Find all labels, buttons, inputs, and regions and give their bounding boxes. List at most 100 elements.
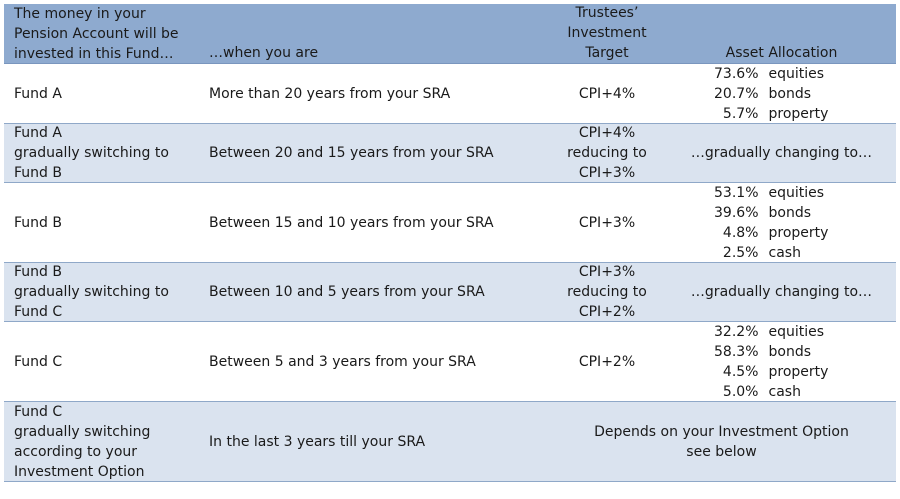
allocation-asset: bonds — [768, 343, 812, 360]
allocation-asset: equities — [768, 323, 825, 340]
allocation-cell: 32.2% equities 58.3% bonds 4.5% property 5.… — [667, 322, 896, 401]
target-cell: CPI+2% — [547, 322, 667, 401]
header-target: Trustees’ Investment Target — [547, 4, 667, 63]
allocation-pct: 73.6% — [714, 65, 759, 82]
allocation-pct: 5.7% — [722, 105, 759, 122]
target-cell: CPI+3% — [547, 183, 667, 262]
allocation-asset: bonds — [768, 204, 812, 221]
allocation-line: 53.1% equities — [697, 183, 867, 203]
allocation-pct: 58.3% — [714, 343, 759, 360]
target-line: CPI+4% — [578, 85, 636, 102]
target-line: CPI+2% — [578, 353, 636, 370]
allocation-asset: equities — [768, 65, 825, 82]
fund-allocation-table: The money in your Pension Account will b… — [4, 4, 896, 482]
when-text: More than 20 years from your SRA — [209, 85, 451, 102]
target-line: reducing to — [567, 284, 647, 300]
allocation-line: 2.5% cash — [697, 243, 867, 263]
target-line: CPI+3% — [578, 214, 636, 231]
allocation-pct: 53.1% — [714, 184, 759, 201]
fund-line: Fund A — [14, 85, 62, 102]
target-line: reducing to — [567, 145, 647, 161]
fund-line: Fund C — [14, 353, 63, 370]
header-fund-line: The money in your — [14, 6, 146, 22]
allocation-pct: 5.0% — [722, 383, 759, 400]
header-when: …when you are — [199, 4, 547, 63]
fund-cell: Fund B gradually switching to Fund C — [4, 263, 199, 321]
header-target-line: Investment — [567, 25, 647, 41]
header-target-line: Trustees’ — [575, 5, 639, 21]
fund-line: Fund B — [14, 165, 62, 181]
target-cell: CPI+3% reducing to CPI+2% — [547, 263, 667, 321]
fund-cell: Fund C gradually switching according to … — [4, 402, 199, 481]
when-cell: Between 20 and 15 years from your SRA — [199, 124, 547, 182]
table-row: Fund A gradually switching to Fund B Bet… — [4, 124, 896, 183]
target-line: CPI+2% — [578, 304, 636, 320]
allocation-line: 4.5% property — [697, 362, 867, 382]
allocation-pct: 32.2% — [714, 323, 759, 340]
table-row: Fund B Between 15 and 10 years from your… — [4, 183, 896, 263]
fund-line: gradually switching to — [14, 145, 169, 161]
when-text: Between 15 and 10 years from your SRA — [209, 214, 494, 231]
allocation-line: 73.6% equities — [697, 64, 867, 84]
table-row: Fund A More than 20 years from your SRA … — [4, 64, 896, 124]
allocation-line: 5.0% cash — [697, 382, 867, 402]
allocation-line: 4.8% property — [697, 223, 867, 243]
fund-line: Fund C — [14, 304, 63, 320]
allocation-asset: property — [768, 363, 829, 380]
when-text: Between 5 and 3 years from your SRA — [209, 353, 476, 370]
allocation-pct: 39.6% — [714, 204, 759, 221]
when-cell: Between 5 and 3 years from your SRA — [199, 322, 547, 401]
combined-target-allocation-cell: Depends on your Investment Option see be… — [547, 402, 896, 481]
header-allocation-label: Asset Allocation — [725, 45, 838, 61]
allocation-pct: 4.8% — [722, 224, 759, 241]
allocation-asset: property — [768, 105, 829, 122]
allocation-asset: property — [768, 224, 829, 241]
table-row: Fund C Between 5 and 3 years from your S… — [4, 322, 896, 402]
allocation-cell: …gradually changing to… — [667, 124, 896, 182]
fund-line: gradually switching to — [14, 284, 169, 300]
header-fund-line: Pension Account will be — [14, 26, 179, 42]
fund-cell: Fund C — [4, 322, 199, 401]
allocation-asset: bonds — [768, 85, 812, 102]
header-allocation: Asset Allocation — [667, 4, 896, 63]
fund-line: Fund A — [14, 125, 62, 141]
fund-cell: Fund A — [4, 64, 199, 123]
target-line: CPI+3% — [578, 165, 636, 181]
allocation-transition-text: …gradually changing to… — [690, 284, 873, 300]
when-cell: Between 15 and 10 years from your SRA — [199, 183, 547, 262]
combined-line: see below — [686, 443, 757, 460]
allocation-cell: …gradually changing to… — [667, 263, 896, 321]
allocation-asset: cash — [768, 383, 801, 400]
allocation-line: 39.6% bonds — [697, 203, 867, 223]
fund-cell: Fund A gradually switching to Fund B — [4, 124, 199, 182]
when-text: Between 10 and 5 years from your SRA — [209, 284, 485, 300]
header-when-label: …when you are — [209, 45, 319, 61]
allocation-line: 5.7% property — [697, 104, 867, 124]
fund-cell: Fund B — [4, 183, 199, 262]
when-text: In the last 3 years till your SRA — [209, 433, 426, 450]
allocation-pct: 20.7% — [714, 85, 759, 102]
fund-line: Fund B — [14, 264, 62, 280]
fund-line: Fund C — [14, 403, 63, 420]
when-cell: Between 10 and 5 years from your SRA — [199, 263, 547, 321]
allocation-asset: cash — [768, 244, 801, 261]
table-row: Fund C gradually switching according to … — [4, 402, 896, 482]
allocation-line: 20.7% bonds — [697, 84, 867, 104]
table-row: Fund B gradually switching to Fund C Bet… — [4, 263, 896, 322]
allocation-pct: 2.5% — [722, 244, 759, 261]
allocation-line: 32.2% equities — [697, 322, 867, 342]
allocation-cell: 53.1% equities 39.6% bonds 4.8% property 2.… — [667, 183, 896, 262]
when-text: Between 20 and 15 years from your SRA — [209, 145, 494, 161]
header-target-line: Target — [585, 45, 629, 61]
when-cell: More than 20 years from your SRA — [199, 64, 547, 123]
target-cell: CPI+4% — [547, 64, 667, 123]
fund-line: Investment Option — [14, 463, 145, 480]
target-line: CPI+4% — [578, 125, 636, 141]
allocation-asset: equities — [768, 184, 825, 201]
target-line: CPI+3% — [578, 264, 636, 280]
allocation-pct: 4.5% — [722, 363, 759, 380]
allocation-transition-text: …gradually changing to… — [690, 145, 873, 161]
allocation-cell: 73.6% equities 20.7% bonds 5.7% property — [667, 64, 896, 123]
fund-line: according to your — [14, 443, 138, 460]
table-header: The money in your Pension Account will b… — [4, 4, 896, 64]
